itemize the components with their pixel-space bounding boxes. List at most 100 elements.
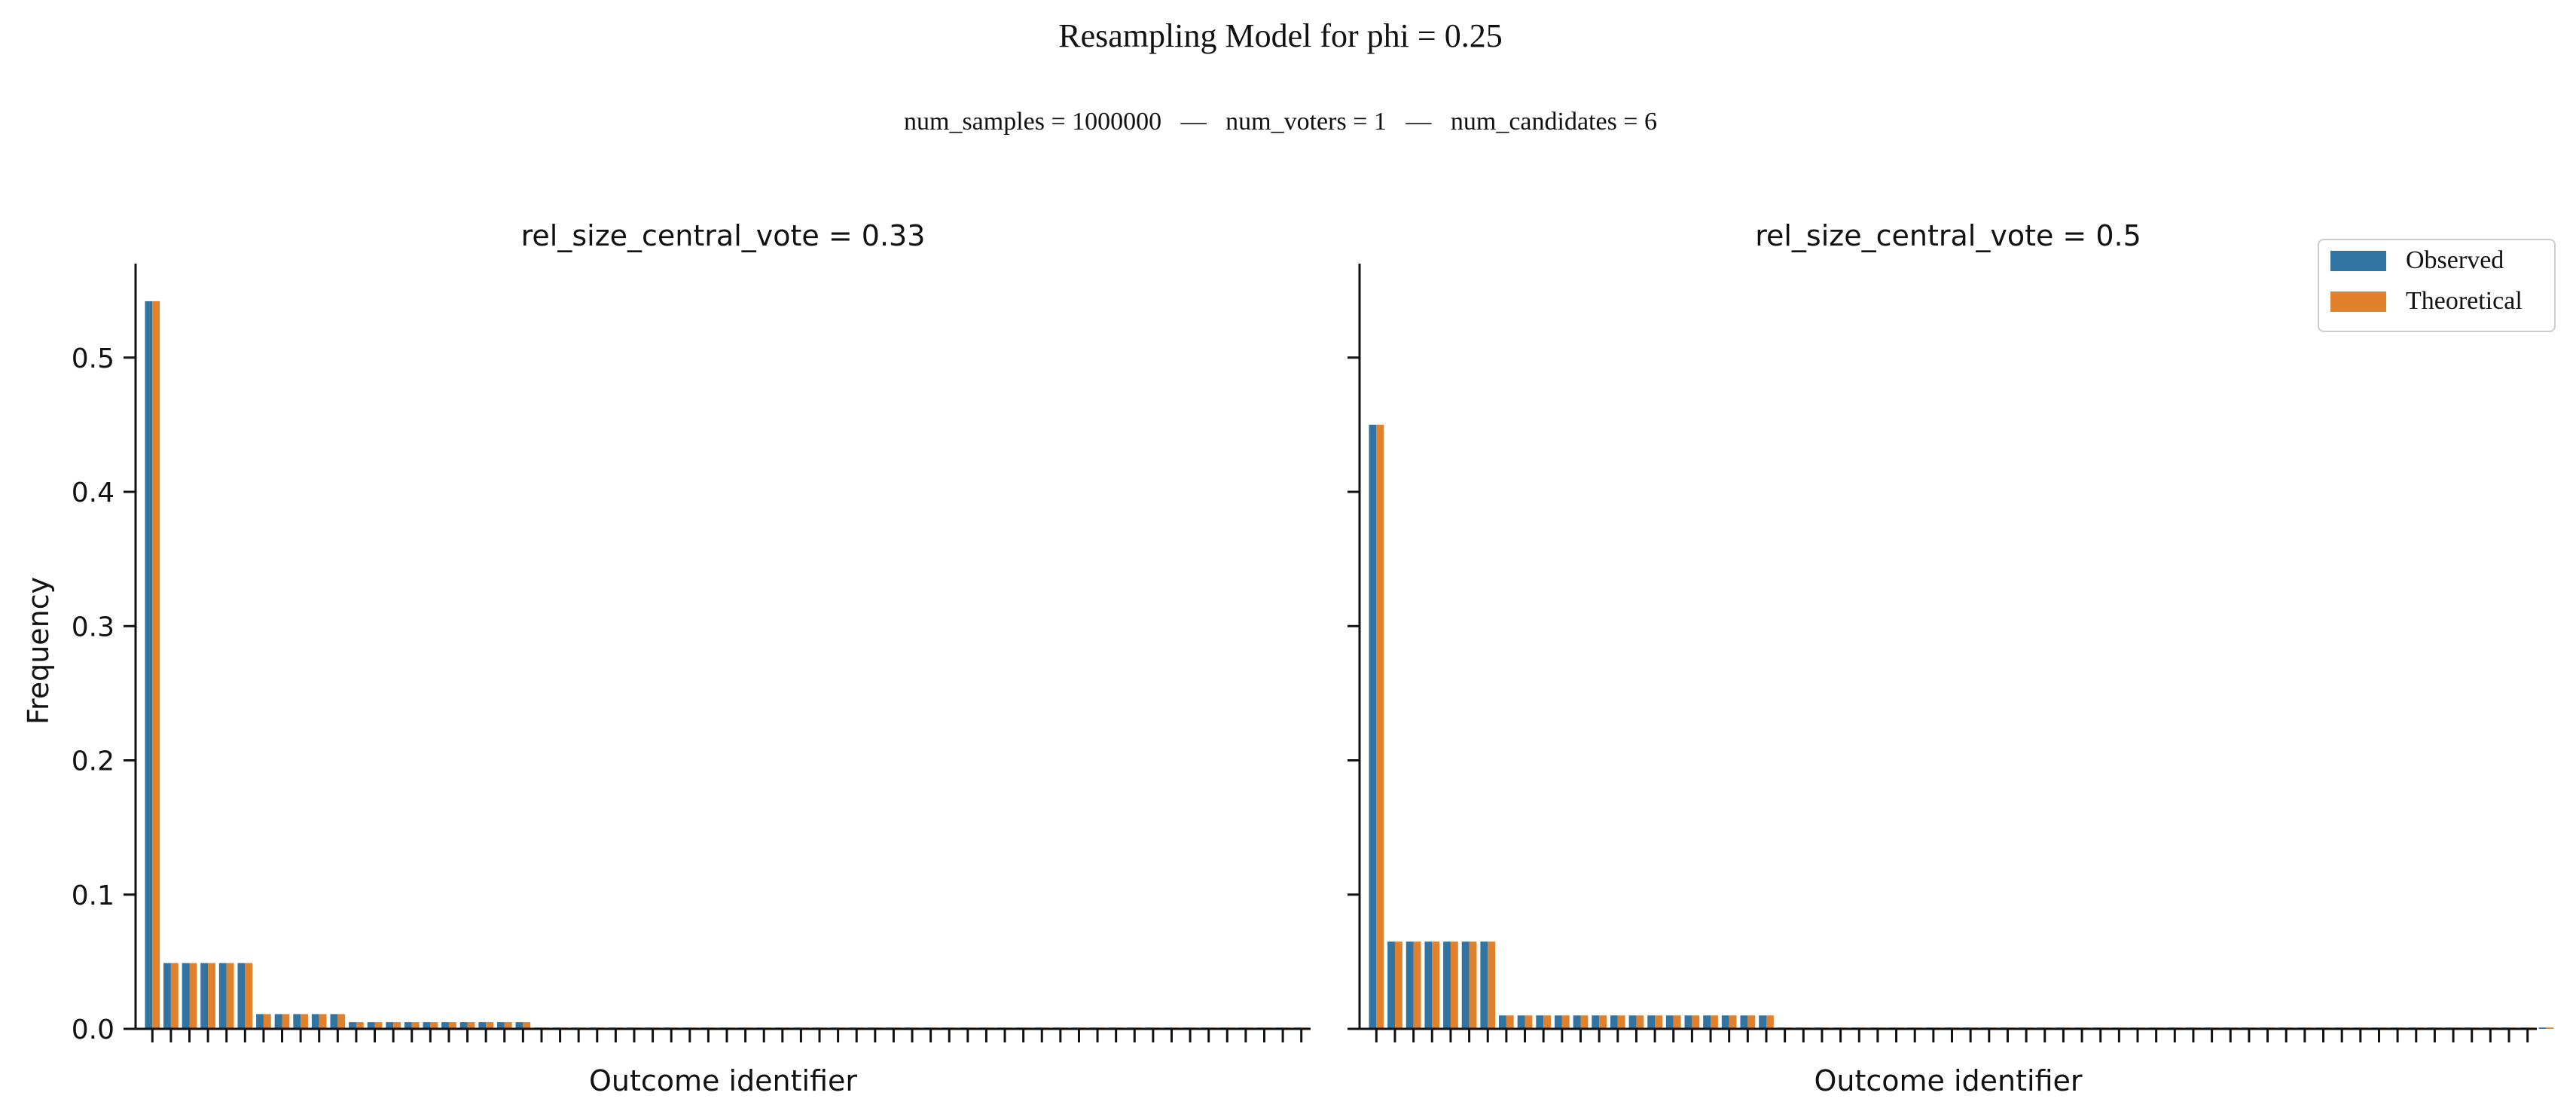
- bar-theoretical: [245, 963, 253, 1029]
- bar-observed: [1499, 1015, 1506, 1029]
- bar-theoretical: [430, 1022, 438, 1029]
- bar-theoretical: [1617, 1015, 1625, 1029]
- bar-observed: [1536, 1015, 1544, 1029]
- bar-observed: [1703, 1015, 1711, 1029]
- bar-theoretical: [1580, 1015, 1589, 1029]
- bar-observed: [1665, 1015, 1674, 1029]
- subplot-right: rel_size_central_vote = 0.5 Outcome ident…: [1348, 219, 2554, 1097]
- bar-theoretical: [1376, 424, 1384, 1029]
- y-tick-label: 0.5: [72, 343, 114, 374]
- bar-theoretical: [1711, 1015, 1718, 1029]
- bar-observed: [1647, 1015, 1656, 1029]
- bar-observed: [1443, 941, 1451, 1029]
- bar-theoretical: [1729, 1015, 1737, 1029]
- bar-observed: [349, 1022, 356, 1029]
- legend-label-observed: Observed: [2406, 246, 2504, 274]
- bar-observed: [423, 1022, 431, 1029]
- y-axis-label: Frequency: [22, 577, 55, 725]
- x-axis-label: Outcome identifier: [1814, 1064, 2082, 1097]
- bar-observed: [496, 1022, 505, 1029]
- bar-observed: [459, 1022, 468, 1029]
- bar-theoretical: [1432, 941, 1440, 1029]
- bar-theoretical: [2546, 1027, 2554, 1029]
- bar-theoretical: [226, 963, 234, 1029]
- bar-observed: [404, 1022, 412, 1029]
- bar-observed: [441, 1022, 449, 1029]
- bar-theoretical: [1673, 1015, 1681, 1029]
- bar-theoretical: [467, 1022, 475, 1029]
- bar-observed: [1759, 1015, 1766, 1029]
- bar-theoretical: [1413, 941, 1421, 1029]
- legend-swatch-theoretical: [2330, 291, 2386, 312]
- bar-observed: [1592, 1015, 1600, 1029]
- bar-observed: [274, 1014, 282, 1029]
- bar-theoretical: [1525, 1015, 1533, 1029]
- bar-theoretical: [282, 1014, 290, 1029]
- bar-theoretical: [393, 1022, 401, 1029]
- subplot-title: rel_size_central_vote = 0.5: [1755, 219, 2141, 252]
- bar-theoretical: [486, 1022, 493, 1029]
- bar-theoretical: [1488, 941, 1496, 1029]
- bar-theoretical: [374, 1022, 383, 1029]
- y-tick-label: 0.1: [72, 880, 114, 911]
- y-tick-label: 0.3: [72, 612, 114, 642]
- figure-title: Resampling Model for phi = 0.25: [1058, 17, 1502, 54]
- bar-observed: [1554, 1015, 1562, 1029]
- bar-observed: [1461, 941, 1470, 1029]
- bar-observed: [1628, 1015, 1637, 1029]
- bar-theoretical: [1506, 1015, 1514, 1029]
- bar-observed: [1610, 1015, 1618, 1029]
- figure-subtitle: num_samples = 1000000 — num_voters = 1 —…: [904, 108, 1657, 136]
- bar-theoretical: [1766, 1015, 1774, 1029]
- bar-observed: [330, 1014, 338, 1029]
- bar-theoretical: [504, 1022, 512, 1029]
- bar-observed: [237, 963, 246, 1029]
- bar-observed: [1684, 1015, 1692, 1029]
- bar-theoretical: [337, 1014, 346, 1029]
- bar-theoretical: [1636, 1015, 1644, 1029]
- bar-theoretical: [1561, 1015, 1570, 1029]
- bar-theoretical: [189, 963, 197, 1029]
- bar-theoretical: [1747, 1015, 1756, 1029]
- legend-swatch-observed: [2330, 251, 2386, 271]
- bar-observed: [1424, 941, 1433, 1029]
- subplot-left: rel_size_central_vote = 0.33 0.0 0.1 0.2 0.3…: [72, 219, 1311, 1097]
- bar-theoretical: [301, 1014, 308, 1029]
- bar-observed: [218, 963, 227, 1029]
- bar-theoretical: [263, 1014, 271, 1029]
- bar-observed: [163, 963, 171, 1029]
- bar-theoretical: [523, 1022, 531, 1029]
- legend: Observed Theoretical: [2318, 239, 2556, 332]
- x-axis-label: Outcome identifier: [589, 1064, 857, 1097]
- bar-theoretical: [208, 963, 215, 1029]
- bar-observed: [1721, 1015, 1729, 1029]
- bar-theoretical: [1394, 941, 1402, 1029]
- legend-label-theoretical: Theoretical: [2406, 287, 2523, 315]
- bar-observed: [182, 963, 190, 1029]
- bar-theoretical: [319, 1014, 327, 1029]
- y-tick-label: 0.0: [72, 1015, 114, 1045]
- bar-observed: [367, 1022, 375, 1029]
- bar-observed: [2538, 1027, 2547, 1029]
- bar-theoretical: [1450, 941, 1458, 1029]
- subplot-title: rel_size_central_vote = 0.33: [521, 219, 926, 252]
- bar-observed: [145, 301, 153, 1029]
- bar-observed: [515, 1022, 523, 1029]
- bar-observed: [1517, 1015, 1525, 1029]
- bar-observed: [311, 1014, 319, 1029]
- bar-theoretical: [1543, 1015, 1552, 1029]
- bar-theoretical: [1599, 1015, 1607, 1029]
- bar-observed: [386, 1022, 394, 1029]
- y-tick-label: 0.4: [72, 478, 114, 508]
- bar-theoretical: [356, 1022, 364, 1029]
- bar-observed: [1573, 1015, 1581, 1029]
- bar-observed: [293, 1014, 301, 1029]
- bar-theoretical: [152, 301, 160, 1029]
- bar-theoretical: [1655, 1015, 1662, 1029]
- bar-theoretical: [448, 1022, 456, 1029]
- bar-theoretical: [411, 1022, 420, 1029]
- bar-observed: [1740, 1015, 1748, 1029]
- bar-theoretical: [1469, 941, 1477, 1029]
- bar-observed: [1406, 941, 1414, 1029]
